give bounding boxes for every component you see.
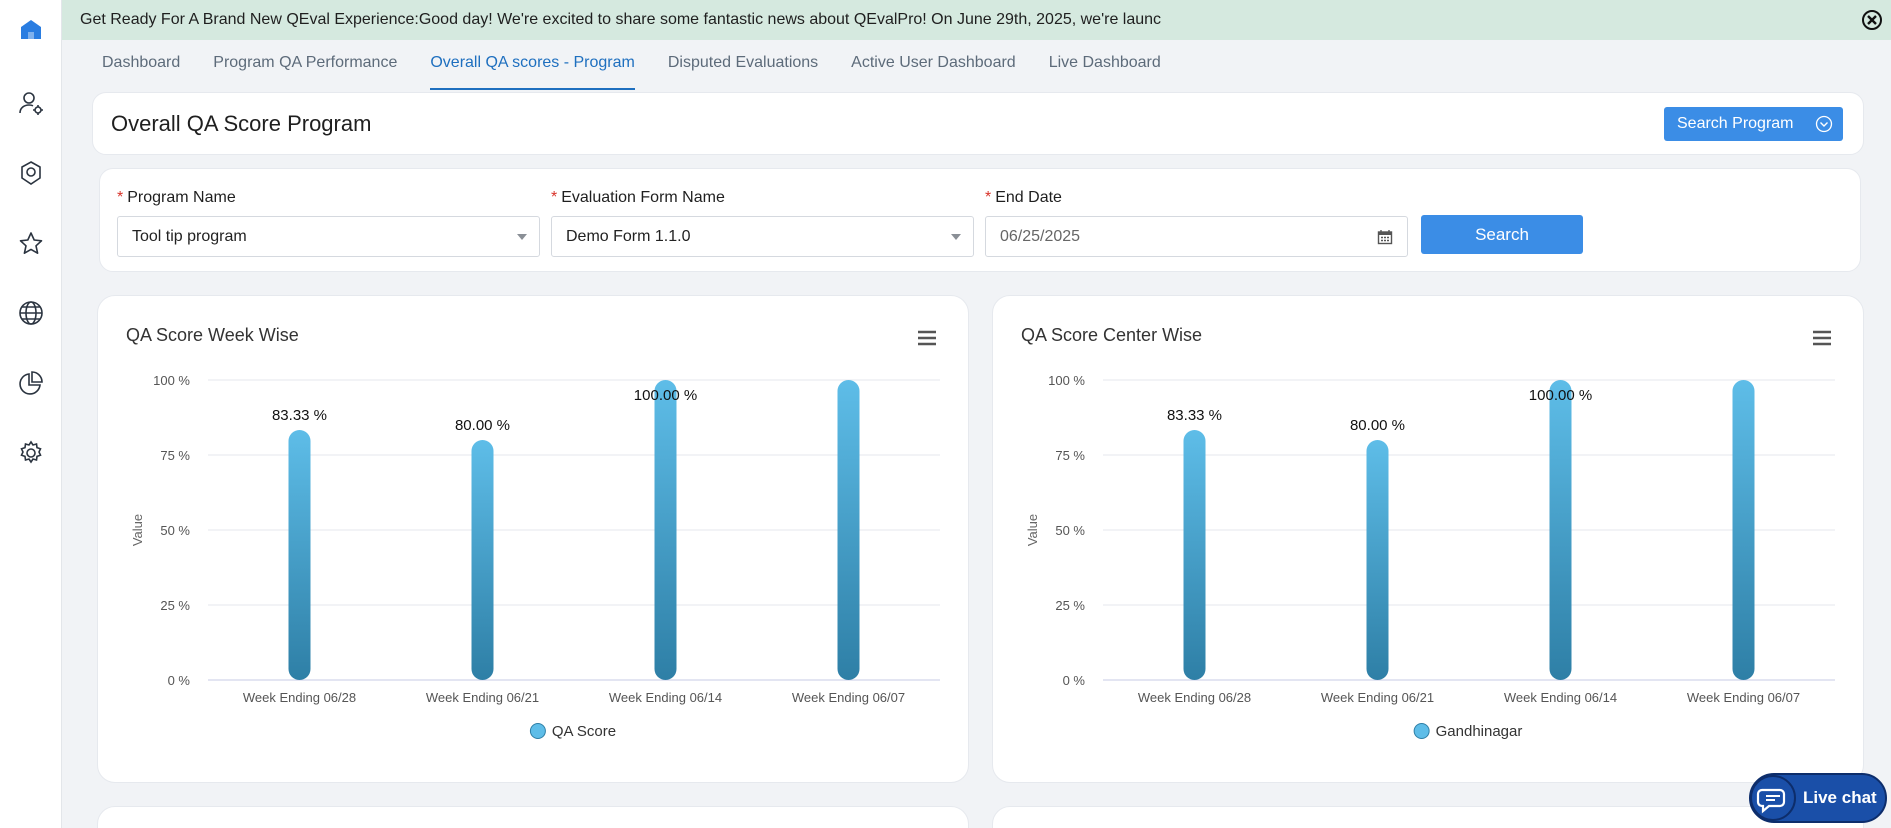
x-tick-label: Week Ending 06/07 (1687, 690, 1800, 705)
y-tick-label: 50 % (160, 523, 190, 538)
globe-icon[interactable] (17, 299, 45, 327)
tab-dashboard[interactable]: Dashboard (102, 54, 181, 71)
star-icon[interactable] (17, 230, 45, 258)
program-name-label: * Program Name (117, 189, 236, 206)
search-program-button[interactable]: Search Program (1664, 107, 1843, 141)
legend-label: Gandhinagar (1436, 723, 1523, 740)
announcement-banner: Get Ready For A Brand New QEval Experien… (62, 0, 1891, 40)
evaluation-form-label: * Evaluation Form Name (551, 189, 725, 206)
lower-card-right (992, 806, 1864, 828)
caret-down-icon (951, 234, 961, 240)
x-tick-label: Week Ending 06/21 (426, 690, 539, 705)
tab-disputed-evaluations[interactable]: Disputed Evaluations (667, 54, 819, 71)
program-name-value: Tool tip program (132, 228, 247, 245)
user-settings-icon[interactable] (17, 89, 45, 117)
y-axis-label: Value (1025, 514, 1040, 546)
qa-score-week-wise-card: QA Score Week Wise 0 % 25 % 50 % 75 % 100 % V… (97, 295, 969, 783)
bar (1366, 440, 1389, 680)
page-header-card: Overall QA Score Program Search Program (92, 92, 1864, 155)
pie-chart-icon[interactable] (17, 369, 45, 397)
y-tick-label: 25 % (160, 598, 190, 613)
bar (654, 380, 677, 680)
y-tick-label: 25 % (1055, 598, 1085, 613)
tab-program-qa-performance[interactable]: Program QA Performance (213, 54, 398, 71)
data-label: 83.33 % (272, 407, 327, 424)
gear-icon[interactable] (17, 439, 45, 467)
chart-title: QA Score Week Wise (126, 325, 299, 345)
bar (288, 430, 311, 680)
end-date-input[interactable]: 06/25/2025 (985, 216, 1408, 257)
tab-overall-qa-scores-program[interactable]: Overall QA scores - Program (430, 40, 635, 90)
legend-marker (1413, 723, 1430, 739)
announcement-text: Get Ready For A Brand New QEval Experien… (80, 11, 1162, 28)
legend-label: QA Score (552, 723, 616, 740)
search-button[interactable]: Search (1421, 215, 1583, 254)
y-tick-label: 75 % (160, 448, 190, 463)
bar (1549, 380, 1572, 680)
x-tick-label: Week Ending 06/14 (1504, 690, 1617, 705)
bar (837, 380, 860, 680)
search-program-label: Search Program (1677, 115, 1794, 132)
qa-score-week-wise-chart: 0 % 25 % 50 % 75 % 100 % Value 83.33 % Week End… (130, 373, 940, 740)
bar (471, 440, 494, 680)
filter-card: * Program Name Tool tip program * Evaluati… (99, 168, 1861, 272)
live-chat-button[interactable]: Live chat (1749, 773, 1887, 823)
y-tick-label: 100 % (1048, 373, 1085, 388)
data-label: 100.00 % (634, 387, 697, 404)
evaluation-form-select[interactable]: Demo Form 1.1.0 (551, 216, 974, 257)
data-label: 80.00 % (455, 417, 510, 434)
data-label: 80.00 % (1350, 417, 1405, 434)
end-date-value: 06/25/2025 (1000, 228, 1081, 245)
page-title: Overall QA Score Program (111, 111, 372, 136)
y-tick-label: 0 % (1063, 673, 1086, 688)
y-axis-label: Value (130, 514, 145, 546)
qa-score-center-wise-card: QA Score Center Wise 0 % 25 % 50 % 75 % 100 … (992, 295, 1864, 783)
caret-down-icon (517, 234, 527, 240)
tab-active-user-dashboard[interactable]: Active User Dashboard (851, 54, 1016, 71)
end-date-label: * End Date (985, 189, 1062, 206)
legend-marker (529, 723, 546, 739)
y-tick-label: 0 % (168, 673, 191, 688)
badge-icon[interactable] (17, 159, 45, 187)
live-chat-label: Live chat (1803, 788, 1877, 807)
evaluation-form-value: Demo Form 1.1.0 (566, 228, 691, 245)
x-tick-label: Week Ending 06/28 (1138, 690, 1251, 705)
bar (1183, 430, 1206, 680)
x-tick-label: Week Ending 06/21 (1321, 690, 1434, 705)
y-tick-label: 100 % (153, 373, 190, 388)
lower-card-left (97, 806, 969, 828)
chevron-down-icon (1815, 115, 1833, 133)
calendar-icon[interactable] (1377, 229, 1393, 245)
chart-menu-icon[interactable] (918, 330, 936, 346)
y-tick-label: 50 % (1055, 523, 1085, 538)
y-tick-label: 75 % (1055, 448, 1085, 463)
tab-live-dashboard[interactable]: Live Dashboard (1048, 54, 1161, 71)
data-label: 100.00 % (1529, 387, 1592, 404)
dashboard-tabs: Dashboard Program QA Performance Overall… (102, 40, 1194, 92)
bar (1732, 380, 1755, 680)
x-tick-label: Week Ending 06/28 (243, 690, 356, 705)
close-icon[interactable] (1861, 9, 1883, 31)
chart-menu-icon[interactable] (1813, 330, 1831, 346)
sidebar (0, 0, 62, 828)
program-name-select[interactable]: Tool tip program (117, 216, 540, 257)
data-label: 83.33 % (1167, 407, 1222, 424)
x-tick-label: Week Ending 06/14 (609, 690, 722, 705)
chat-bubble-icon (1750, 775, 1796, 821)
chart-title: QA Score Center Wise (1021, 325, 1203, 345)
x-tick-label: Week Ending 06/07 (792, 690, 905, 705)
qa-score-center-wise-chart: 0 % 25 % 50 % 75 % 100 % Value 83.33 % Week End… (1025, 373, 1835, 740)
home-icon[interactable] (17, 16, 45, 44)
